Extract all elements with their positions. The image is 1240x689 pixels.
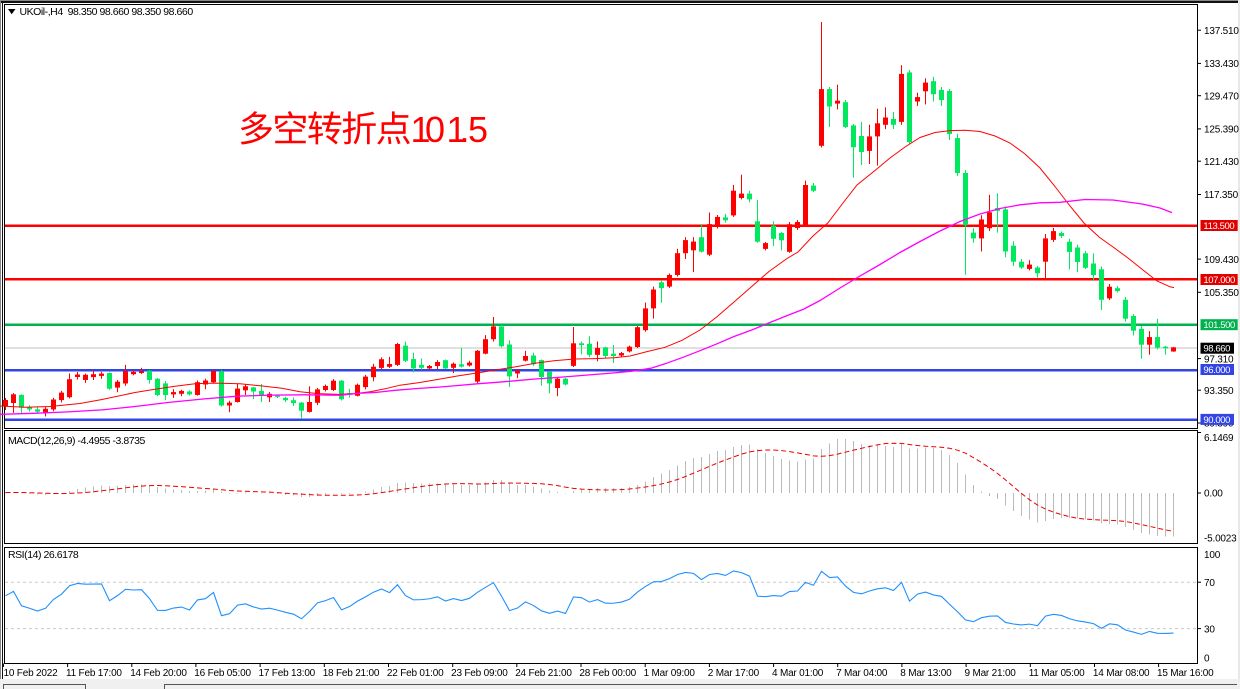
svg-text:137.510: 137.510 — [1204, 26, 1239, 37]
svg-text:96.000: 96.000 — [1203, 365, 1230, 376]
svg-text:17 Feb 13:00: 17 Feb 13:00 — [259, 668, 316, 679]
svg-text:100: 100 — [1204, 550, 1221, 561]
svg-text:18 Feb 21:00: 18 Feb 21:00 — [323, 668, 380, 679]
svg-text:11 Feb 17:00: 11 Feb 17:00 — [66, 668, 122, 679]
svg-text:16 Feb 05:00: 16 Feb 05:00 — [194, 668, 251, 679]
svg-text:109.430: 109.430 — [1204, 255, 1239, 266]
svg-text:11 Mar 05:00: 11 Mar 05:00 — [1029, 668, 1085, 679]
svg-text:133.430: 133.430 — [1204, 59, 1239, 70]
svg-text:7 Mar 04:00: 7 Mar 04:00 — [836, 668, 888, 679]
svg-text:101.5: 101.5 — [411, 109, 489, 150]
svg-text:0.00: 0.00 — [1204, 489, 1223, 500]
svg-text:90.000: 90.000 — [1203, 415, 1230, 426]
svg-text:28 Feb 00:00: 28 Feb 00:00 — [579, 668, 636, 679]
svg-text:14 Mar 08:00: 14 Mar 08:00 — [1093, 668, 1150, 679]
svg-text:1 Mar 09:00: 1 Mar 09:00 — [644, 668, 696, 679]
svg-text:10 Feb 2022: 10 Feb 2022 — [4, 668, 59, 679]
svg-text:70: 70 — [1204, 578, 1215, 589]
svg-text:-5.0023: -5.0023 — [1204, 534, 1237, 545]
svg-text:121.430: 121.430 — [1204, 157, 1239, 168]
svg-text:23 Feb 09:00: 23 Feb 09:00 — [451, 668, 508, 679]
svg-text:8 Mar 13:00: 8 Mar 13:00 — [900, 668, 952, 679]
svg-text:101.500: 101.500 — [1203, 320, 1235, 331]
svg-text:15 Mar 16:00: 15 Mar 16:00 — [1157, 668, 1214, 679]
svg-text:24 Feb 21:00: 24 Feb 21:00 — [515, 668, 572, 679]
svg-text:93.350: 93.350 — [1204, 386, 1234, 397]
svg-text:UKOil-,H4 98.350 98.660 98.35: UKOil-,H4 98.350 98.660 98.350 98.660 — [20, 6, 194, 18]
svg-text:30: 30 — [1204, 624, 1215, 635]
svg-text:RSI(14) 26.6178: RSI(14) 26.6178 — [8, 549, 79, 561]
svg-text:97.310: 97.310 — [1204, 354, 1234, 365]
svg-text:14 Feb 20:00: 14 Feb 20:00 — [130, 668, 187, 679]
svg-text:125.390: 125.390 — [1204, 125, 1239, 136]
svg-text:0: 0 — [1204, 654, 1210, 665]
svg-text:129.470: 129.470 — [1204, 91, 1239, 102]
svg-text:6.1469: 6.1469 — [1204, 433, 1234, 444]
svg-text:113.500: 113.500 — [1203, 221, 1234, 232]
svg-text:98.660: 98.660 — [1203, 344, 1230, 355]
svg-text:107.000: 107.000 — [1203, 275, 1235, 286]
svg-text:22 Feb 01:00: 22 Feb 01:00 — [387, 668, 444, 679]
svg-text:105.350: 105.350 — [1204, 288, 1239, 299]
svg-text:117.350: 117.350 — [1204, 190, 1239, 201]
svg-text:2 Mar 17:00: 2 Mar 17:00 — [708, 668, 760, 679]
svg-text:9 Mar 21:00: 9 Mar 21:00 — [965, 668, 1017, 679]
svg-text:MACD(12,26,9) -4.4955 -3.8735: MACD(12,26,9) -4.4955 -3.8735 — [8, 435, 146, 447]
svg-text:4 Mar 01:00: 4 Mar 01:00 — [772, 668, 824, 679]
